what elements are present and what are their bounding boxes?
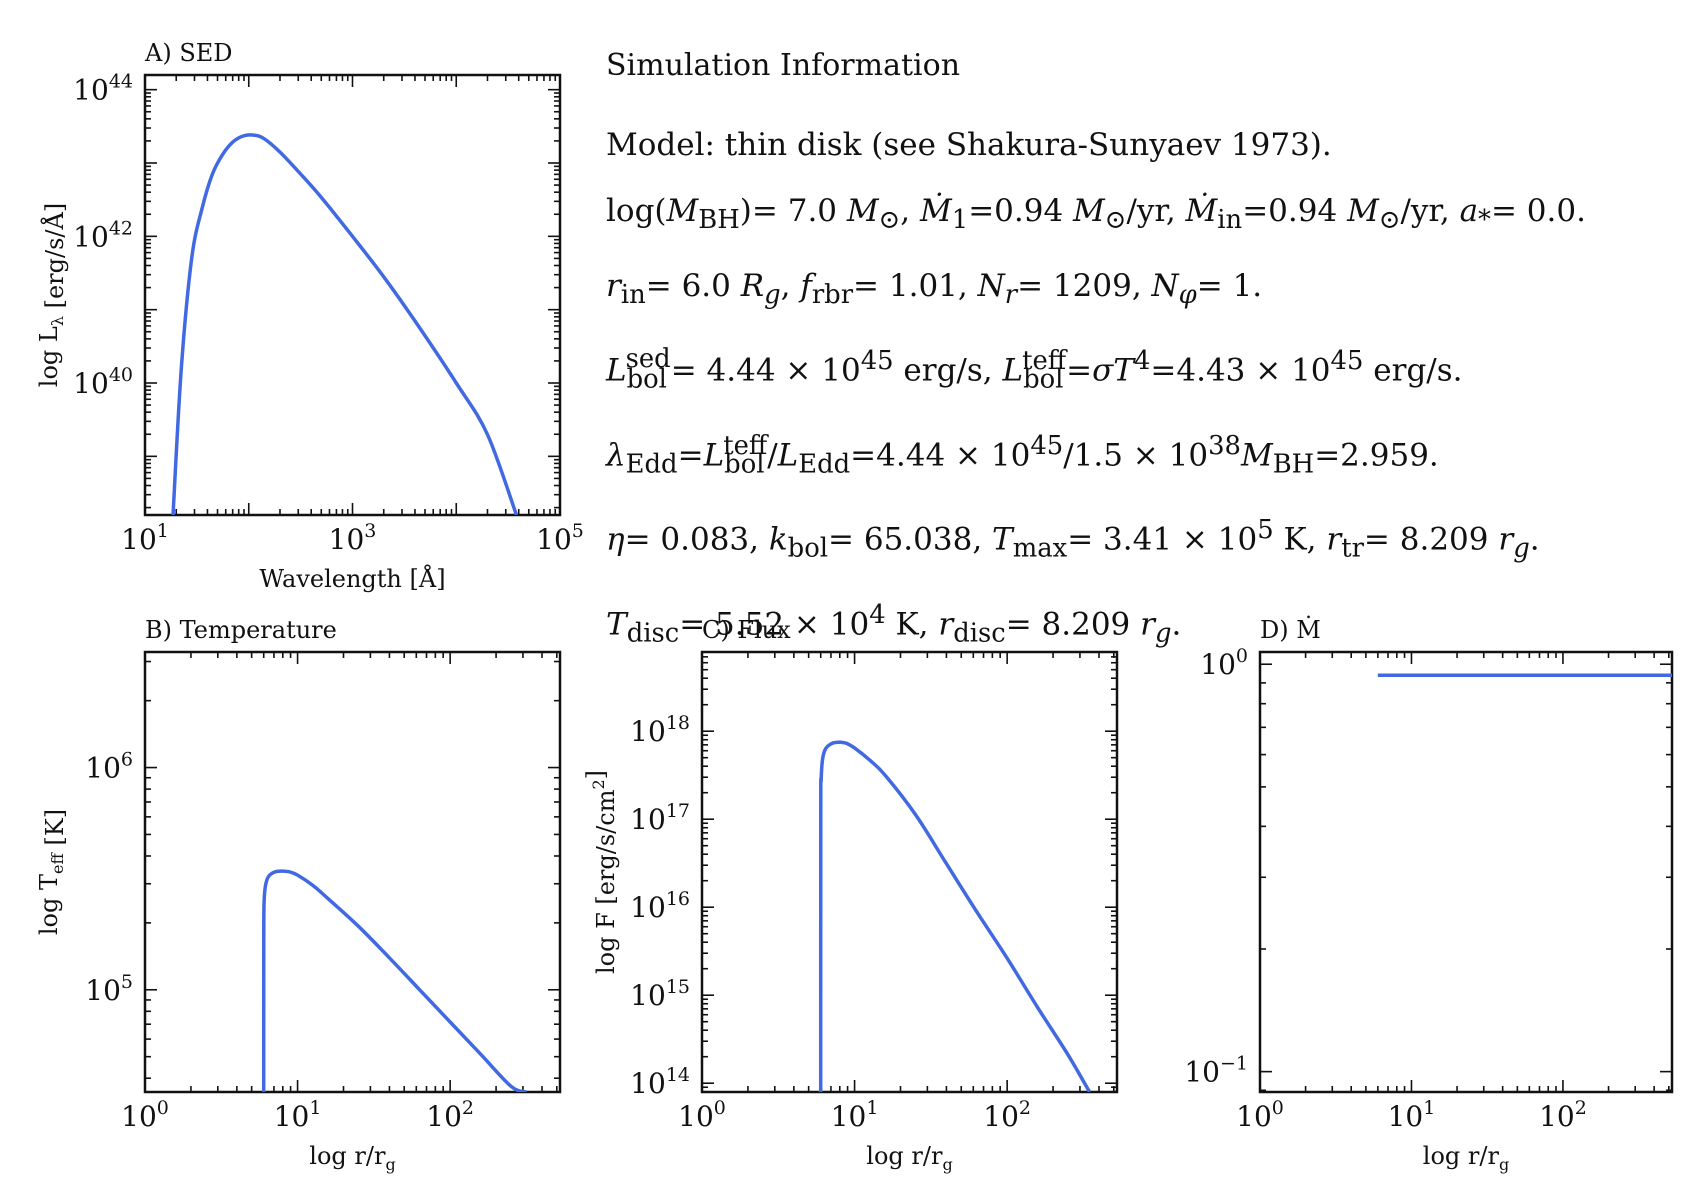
panel-d-title: D) Ṁ [1260,615,1321,644]
simulation-info-panel: Simulation Information Model: thin disk … [606,46,1686,666]
y-tick-label: 10−1 [1184,1053,1248,1089]
simulation-info-heading: Simulation Information [606,48,961,83]
info-line-efficiency: η= 0.083, kbol= 65.038, Tmax= 3.41 × 105… [606,515,1540,564]
y-tick-label: 1014 [630,1064,690,1100]
y-tick-label: 1015 [630,976,690,1012]
x-tick-label: 105 [536,520,584,556]
x-tick-label: 102 [426,1097,474,1133]
panel-b-title: B) Temperature [145,616,337,644]
panel-b: B) Temperature [143,616,562,1094]
y-tick-label: 105 [85,971,133,1007]
x-axis-label: log r/rg [1423,1142,1509,1174]
y-axis-label: log F [erg/s/cm2] [582,770,620,974]
plot-frame [143,650,562,1094]
x-tick-label: 102 [1539,1097,1587,1133]
y-tick-label: 106 [85,749,133,785]
x-tick-label: 100 [1236,1097,1284,1133]
info-line-model: Model: thin disk (see Shakura-Sunyaev 19… [606,127,1332,163]
x-axis-label: log r/rg [309,1142,395,1174]
panel-d: D) Ṁ [1258,615,1674,1094]
y-tick-label: 1016 [630,888,690,924]
info-line-grid: rin= 6.0 Rg, frbr= 1.01, Nr= 1209, Nφ= 1… [606,268,1263,311]
plot-frame [700,650,1119,1094]
x-tick-label: 101 [831,1097,879,1133]
series-line-c [818,740,1092,1092]
y-tick-label: 1044 [73,71,133,107]
x-tick-label: 100 [121,1097,169,1133]
plot-frame [1258,650,1674,1094]
series-line-b [261,869,528,1092]
panel-a-title: A) SED [144,39,233,67]
x-tick-label: 101 [274,1097,322,1133]
y-tick-label: 100 [1200,645,1248,681]
info-line-luminosity: Lbolsed= 4.44 × 1045 erg/s, Lbolteff=σT4… [606,343,1463,395]
y-tick-label: 1042 [73,217,133,253]
panel-c-title: C) Flux [702,616,791,644]
x-tick-label: 101 [1388,1097,1436,1133]
panel-a: A) SED [143,39,562,517]
x-tick-label: 100 [678,1097,726,1133]
series-line-a [171,133,519,515]
info-line-eddington: λEdd=Lbolteff/LEdd=4.44 × 1045/1.5 × 103… [606,430,1439,480]
plot-frame [143,73,562,517]
info-line-mass: log(MBH)= 7.0 M⊙, Ṁ1=0.94 M⊙/yr, Ṁin=0.9… [606,193,1586,236]
y-axis-label: log Teff [K] [35,809,69,935]
x-tick-label: 102 [983,1097,1031,1133]
y-tick-label: 1017 [630,800,690,836]
y-tick-label: 1018 [630,712,690,748]
y-tick-label: 1040 [73,364,133,400]
info-line-disc: Tdisc= 5.52 × 104 K, rdisc= 8.209 rg. [606,599,1182,649]
x-axis-label: log r/rg [866,1142,952,1174]
x-tick-label: 101 [121,520,169,556]
x-axis-label: Wavelength [Å] [259,564,445,593]
panel-c: C) Flux [700,616,1119,1094]
y-axis-label: log Lλ [erg/s/Å] [35,203,69,387]
x-tick-label: 103 [329,520,377,556]
